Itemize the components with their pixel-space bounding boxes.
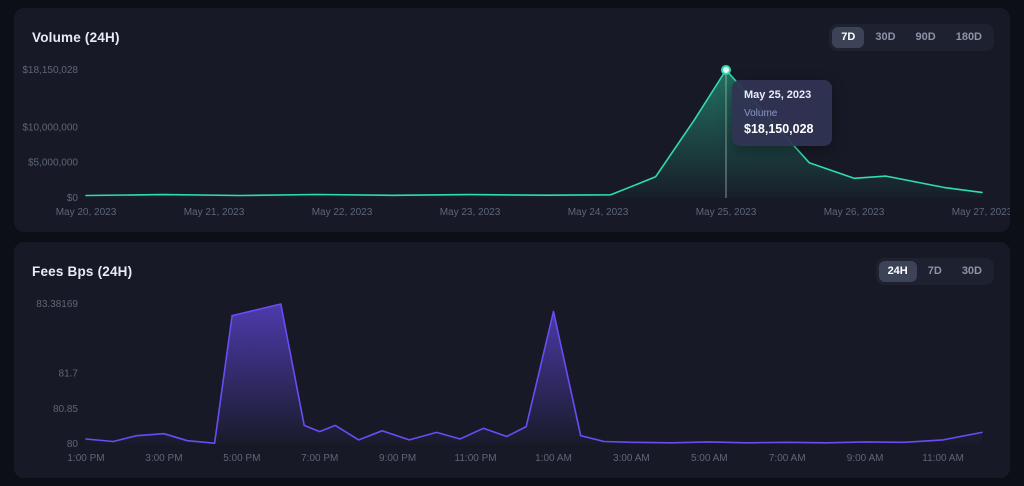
x-tick-label: May 23, 2023 — [440, 207, 501, 218]
volume-chart-canvas: $18,150,028 $10,000,000 $5,000,000 $0 May 20… — [22, 65, 1010, 218]
volume-range-button-180d[interactable]: 180D — [947, 27, 991, 48]
fees-range-selector: 24H 7D 30D — [875, 258, 994, 285]
fees-panel-title: Fees Bps (24H) — [32, 264, 133, 279]
y-tick-label: $5,000,000 — [28, 158, 78, 169]
volume-range-selector: 7D 30D 90D 180D — [829, 24, 994, 51]
volume-range-button-90d[interactable]: 90D — [907, 27, 945, 48]
x-tick-label: 3:00 PM — [145, 453, 182, 464]
tooltip-value: $18,150,028 — [744, 122, 814, 136]
x-tick-label: 11:00 PM — [455, 453, 497, 464]
area-fill — [86, 70, 982, 198]
volume-range-button-30d[interactable]: 30D — [866, 27, 904, 48]
volume-range-button-7d[interactable]: 7D — [832, 27, 865, 48]
fees-range-button-30d[interactable]: 30D — [953, 261, 991, 282]
series-line — [85, 303, 983, 444]
fees-range-button-7d[interactable]: 7D — [919, 261, 951, 282]
volume-chart[interactable]: $18,150,028 $10,000,000 $5,000,000 $0 May 20… — [14, 58, 1010, 228]
x-tick-label: May 20, 2023 — [56, 207, 117, 218]
fees-range-button-24h[interactable]: 24H — [878, 261, 917, 282]
fees-chart-canvas: 83.38169 81.7 80.85 80 1:00 PM 3:00 PM 5:00 PM… — [36, 299, 983, 464]
x-tick-label: 1:00 AM — [535, 453, 572, 464]
y-tick-label: 81.7 — [59, 369, 79, 380]
x-tick-label: 9:00 AM — [847, 453, 884, 464]
volume-panel-header: Volume (24H) 7D 30D 90D 180D — [14, 8, 1010, 51]
x-tick-label: May 22, 2023 — [312, 207, 373, 218]
x-tick-label: May 25, 2023 — [696, 207, 757, 218]
x-tick-label: 5:00 PM — [223, 453, 260, 464]
x-tick-label: May 24, 2023 — [568, 207, 629, 218]
fees-panel-header: Fees Bps (24H) 24H 7D 30D — [14, 242, 1010, 285]
x-tick-label: 9:00 PM — [379, 453, 416, 464]
marker-dot — [721, 65, 731, 75]
y-tick-label: 80.85 — [53, 404, 78, 415]
x-tick-label: 1:00 PM — [67, 453, 104, 464]
x-tick-label: 5:00 AM — [691, 453, 728, 464]
y-tick-label: $10,000,000 — [22, 122, 78, 133]
y-tick-label: $18,150,028 — [22, 65, 78, 76]
volume-panel: Volume (24H) 7D 30D 90D 180D $18,150,028… — [14, 8, 1010, 232]
x-tick-label: May 21, 2023 — [184, 207, 245, 218]
volume-panel-title: Volume (24H) — [32, 30, 120, 45]
y-tick-label: 83.38169 — [36, 299, 78, 310]
y-tick-label: $0 — [67, 193, 79, 204]
volume-tooltip: May 25, 2023 Volume $18,150,028 — [732, 80, 832, 146]
x-tick-label: 3:00 AM — [613, 453, 650, 464]
y-tick-label: 80 — [67, 439, 79, 450]
fees-chart[interactable]: 83.38169 81.7 80.85 80 1:00 PM 3:00 PM 5:00 PM… — [14, 292, 1010, 474]
x-tick-label: May 27, 2023 — [952, 207, 1010, 218]
series-line — [85, 69, 983, 197]
tooltip-date: May 25, 2023 — [744, 89, 812, 101]
fees-panel: Fees Bps (24H) 24H 7D 30D 83.38169 81.7 80… — [14, 242, 1010, 478]
x-tick-label: May 26, 2023 — [824, 207, 885, 218]
x-tick-label: 7:00 AM — [769, 453, 806, 464]
area-fill — [86, 304, 982, 444]
x-tick-label: 7:00 PM — [301, 453, 338, 464]
x-tick-label: 11:00 AM — [922, 453, 964, 464]
tooltip-series-label: Volume — [744, 108, 778, 119]
